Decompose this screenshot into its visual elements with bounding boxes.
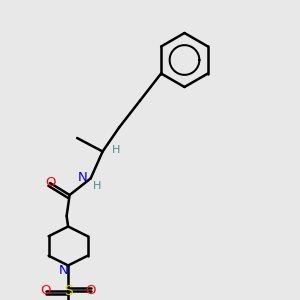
Text: N: N xyxy=(59,263,68,277)
Text: O: O xyxy=(45,176,56,190)
Text: H: H xyxy=(92,181,101,191)
Text: S: S xyxy=(64,284,73,298)
Text: O: O xyxy=(85,284,96,298)
Text: O: O xyxy=(40,284,51,298)
Text: N: N xyxy=(78,171,88,184)
Text: H: H xyxy=(112,145,120,155)
